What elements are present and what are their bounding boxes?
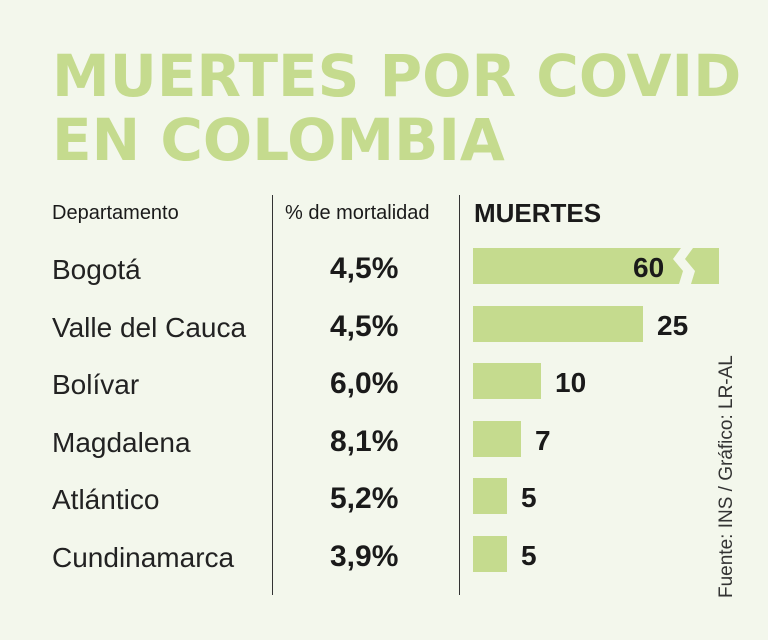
deaths-bar [473,363,541,400]
dept-label: Bolívar [52,369,140,401]
chart-title: MUERTES POR COVID EN COLOMBIA [52,44,741,172]
deaths-value-label: 60 [633,252,665,283]
title-line-2: EN COLOMBIA [52,106,505,174]
deaths-value-label: 25 [657,309,689,341]
header-mortalidad: % de mortalidad [285,202,430,224]
dept-label: Magdalena [52,426,191,458]
deaths-bar [473,478,507,515]
table-row: Cundinamarca 3,9% 5 [0,532,768,590]
mortality-percent: 4,5% [330,309,399,343]
deaths-value-label: 5 [521,540,537,571]
divider-left [272,195,273,595]
deaths-value-label: 5 [521,482,537,514]
table-row: Bogotá 4,5% 60 [0,244,768,302]
dept-label: Bogotá [52,254,141,285]
mortality-percent: 6,0% [330,367,399,401]
table-row: Atlántico 5,2% 5 [0,474,768,532]
mortality-percent: 5,2% [330,482,399,516]
source-credit: Fuente: INS / Gráfico: LR-AL [716,355,737,598]
scale-break-gap [673,248,695,284]
dept-label: Valle del Cauca [52,311,247,343]
header-departamento: Departamento [52,202,179,224]
mortality-percent: 3,9% [330,540,399,573]
deaths-bar [473,420,521,457]
title-line-1: MUERTES POR COVID [52,42,742,110]
header-muertes: MUERTES [474,198,602,228]
table-row: Valle del Cauca 4,5% 25 [0,302,768,360]
table-row: Magdalena 8,1% 7 [0,417,768,475]
scale-break-icon [673,248,695,284]
deaths-bar [473,305,643,342]
deaths-bar [473,536,507,572]
dept-label: Cundinamarca [52,542,235,573]
deaths-value-label: 10 [555,367,587,399]
deaths-value-label: 7 [535,424,551,456]
divider-right [459,195,460,595]
dept-label: Atlántico [52,484,160,516]
mortality-percent: 8,1% [330,424,399,458]
table-row: Bolívar 6,0% 10 [0,359,768,417]
mortality-percent: 4,5% [330,252,399,285]
